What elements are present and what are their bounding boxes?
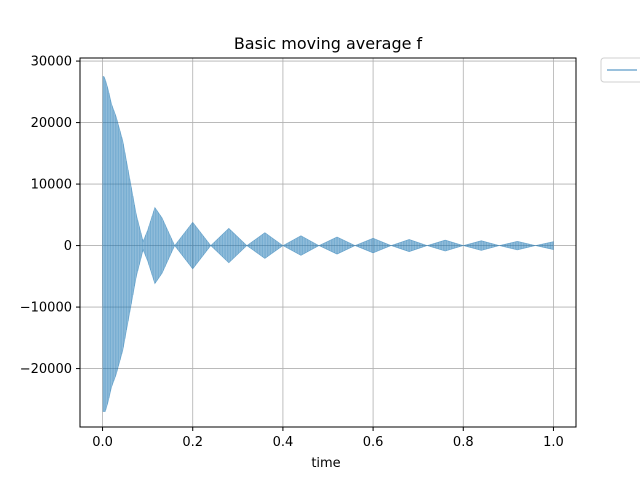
series-oscillation [103, 77, 553, 412]
x-tick-label: 0.6 [363, 435, 384, 450]
x-tick-label: 1.0 [543, 435, 564, 450]
chart-title: Basic moving average f [234, 34, 423, 53]
x-tick-label: 0.8 [453, 435, 474, 450]
x-tick-label: 0.0 [92, 435, 113, 450]
y-axis-ticks: 30000 20000 10000 0 −10000 −20000 [20, 55, 80, 377]
y-tick-label: 20000 [31, 116, 72, 131]
x-tick-label: 0.2 [182, 435, 203, 450]
x-axis-label: time [311, 456, 340, 471]
series-line-envelope [102, 76, 554, 412]
axes-frame [79, 57, 577, 428]
y-tick-label: −10000 [20, 301, 72, 316]
y-tick-label: 0 [64, 239, 72, 254]
x-tick-label: 0.4 [273, 435, 294, 450]
y-tick-label: 10000 [31, 178, 72, 193]
legend [600, 57, 640, 83]
plot-area [102, 76, 554, 412]
x-axis-ticks: 0.0 0.2 0.4 0.6 0.8 1.0 [92, 427, 564, 450]
y-tick-label: 30000 [31, 55, 72, 70]
y-tick-label: −20000 [20, 362, 72, 377]
